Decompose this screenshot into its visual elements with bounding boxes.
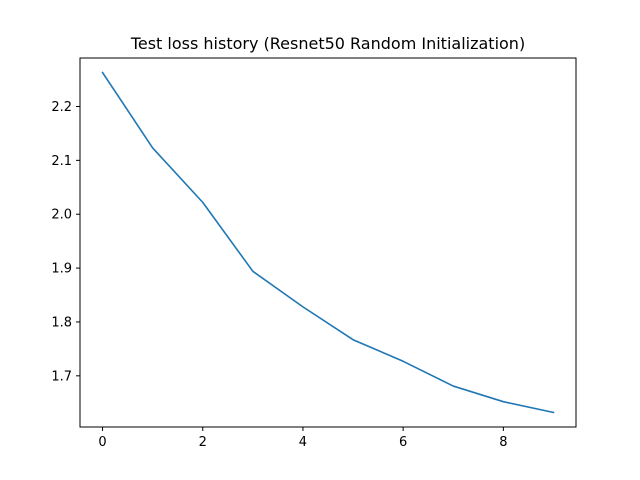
series-layer — [101, 71, 555, 414]
x-tick-label: 6 — [399, 435, 407, 450]
y-tick-label: 1.7 — [51, 369, 72, 384]
x-tick-label: 8 — [499, 435, 507, 450]
y-axis: 1.7 1.8 1.9 2.0 2.1 2.2 — [51, 100, 80, 384]
plot-area — [79, 57, 577, 428]
y-tick-label: 2.2 — [51, 100, 72, 115]
chart-title: Test loss history (Resnet50 Random Initi… — [130, 34, 525, 53]
x-axis: 0 2 4 6 8 — [98, 427, 507, 450]
y-tick-label: 2.0 — [51, 208, 72, 223]
y-tick-label: 2.1 — [51, 154, 72, 169]
x-tick-label: 2 — [199, 435, 207, 450]
series-line-0 — [101, 71, 555, 414]
x-tick-label: 0 — [98, 435, 106, 450]
y-tick-label: 1.9 — [51, 262, 72, 277]
x-tick-label: 4 — [299, 435, 307, 450]
y-tick-label: 1.8 — [51, 315, 72, 330]
